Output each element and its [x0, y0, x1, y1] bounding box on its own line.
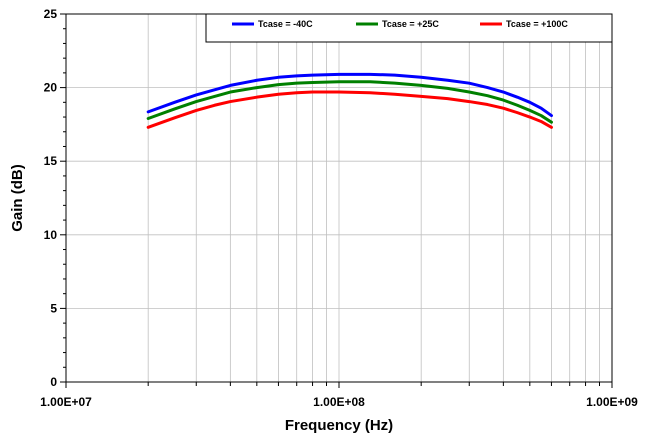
grid-lines	[66, 14, 612, 382]
series-line-3	[146, 90, 553, 129]
x-tick-label: 1.00E+08	[313, 395, 365, 409]
legend-label-3: Tcase = +100C	[506, 19, 568, 29]
y-tick-label: 5	[50, 301, 57, 315]
x-tick-label: 1.00E+09	[586, 395, 638, 409]
legend-label-1: Tcase = -40C	[258, 19, 313, 29]
y-tick-label: 0	[50, 375, 57, 389]
series-lines	[146, 72, 553, 129]
legend-label-2: Tcase = +25C	[382, 19, 439, 29]
series-line-1	[146, 72, 553, 118]
series-line-2	[146, 80, 553, 124]
x-tick-label: 1.00E+07	[40, 395, 92, 409]
axis-ticks	[60, 13, 613, 388]
y-tick-label: 20	[44, 81, 58, 95]
y-tick-label: 25	[44, 7, 58, 21]
y-tick-label: 15	[44, 154, 58, 168]
y-tick-label: 10	[44, 228, 58, 242]
y-axis-title: Gain (dB)	[9, 164, 26, 232]
x-axis-title: Frequency (Hz)	[285, 417, 393, 434]
tick-labels: 1.00E+07 1.00E+08 1.00E+09 0 5 10 15 20 25	[40, 7, 638, 409]
legend: Tcase = -40C Tcase = +25C Tcase = +100C	[205, 13, 613, 43]
legend-box	[205, 13, 613, 43]
